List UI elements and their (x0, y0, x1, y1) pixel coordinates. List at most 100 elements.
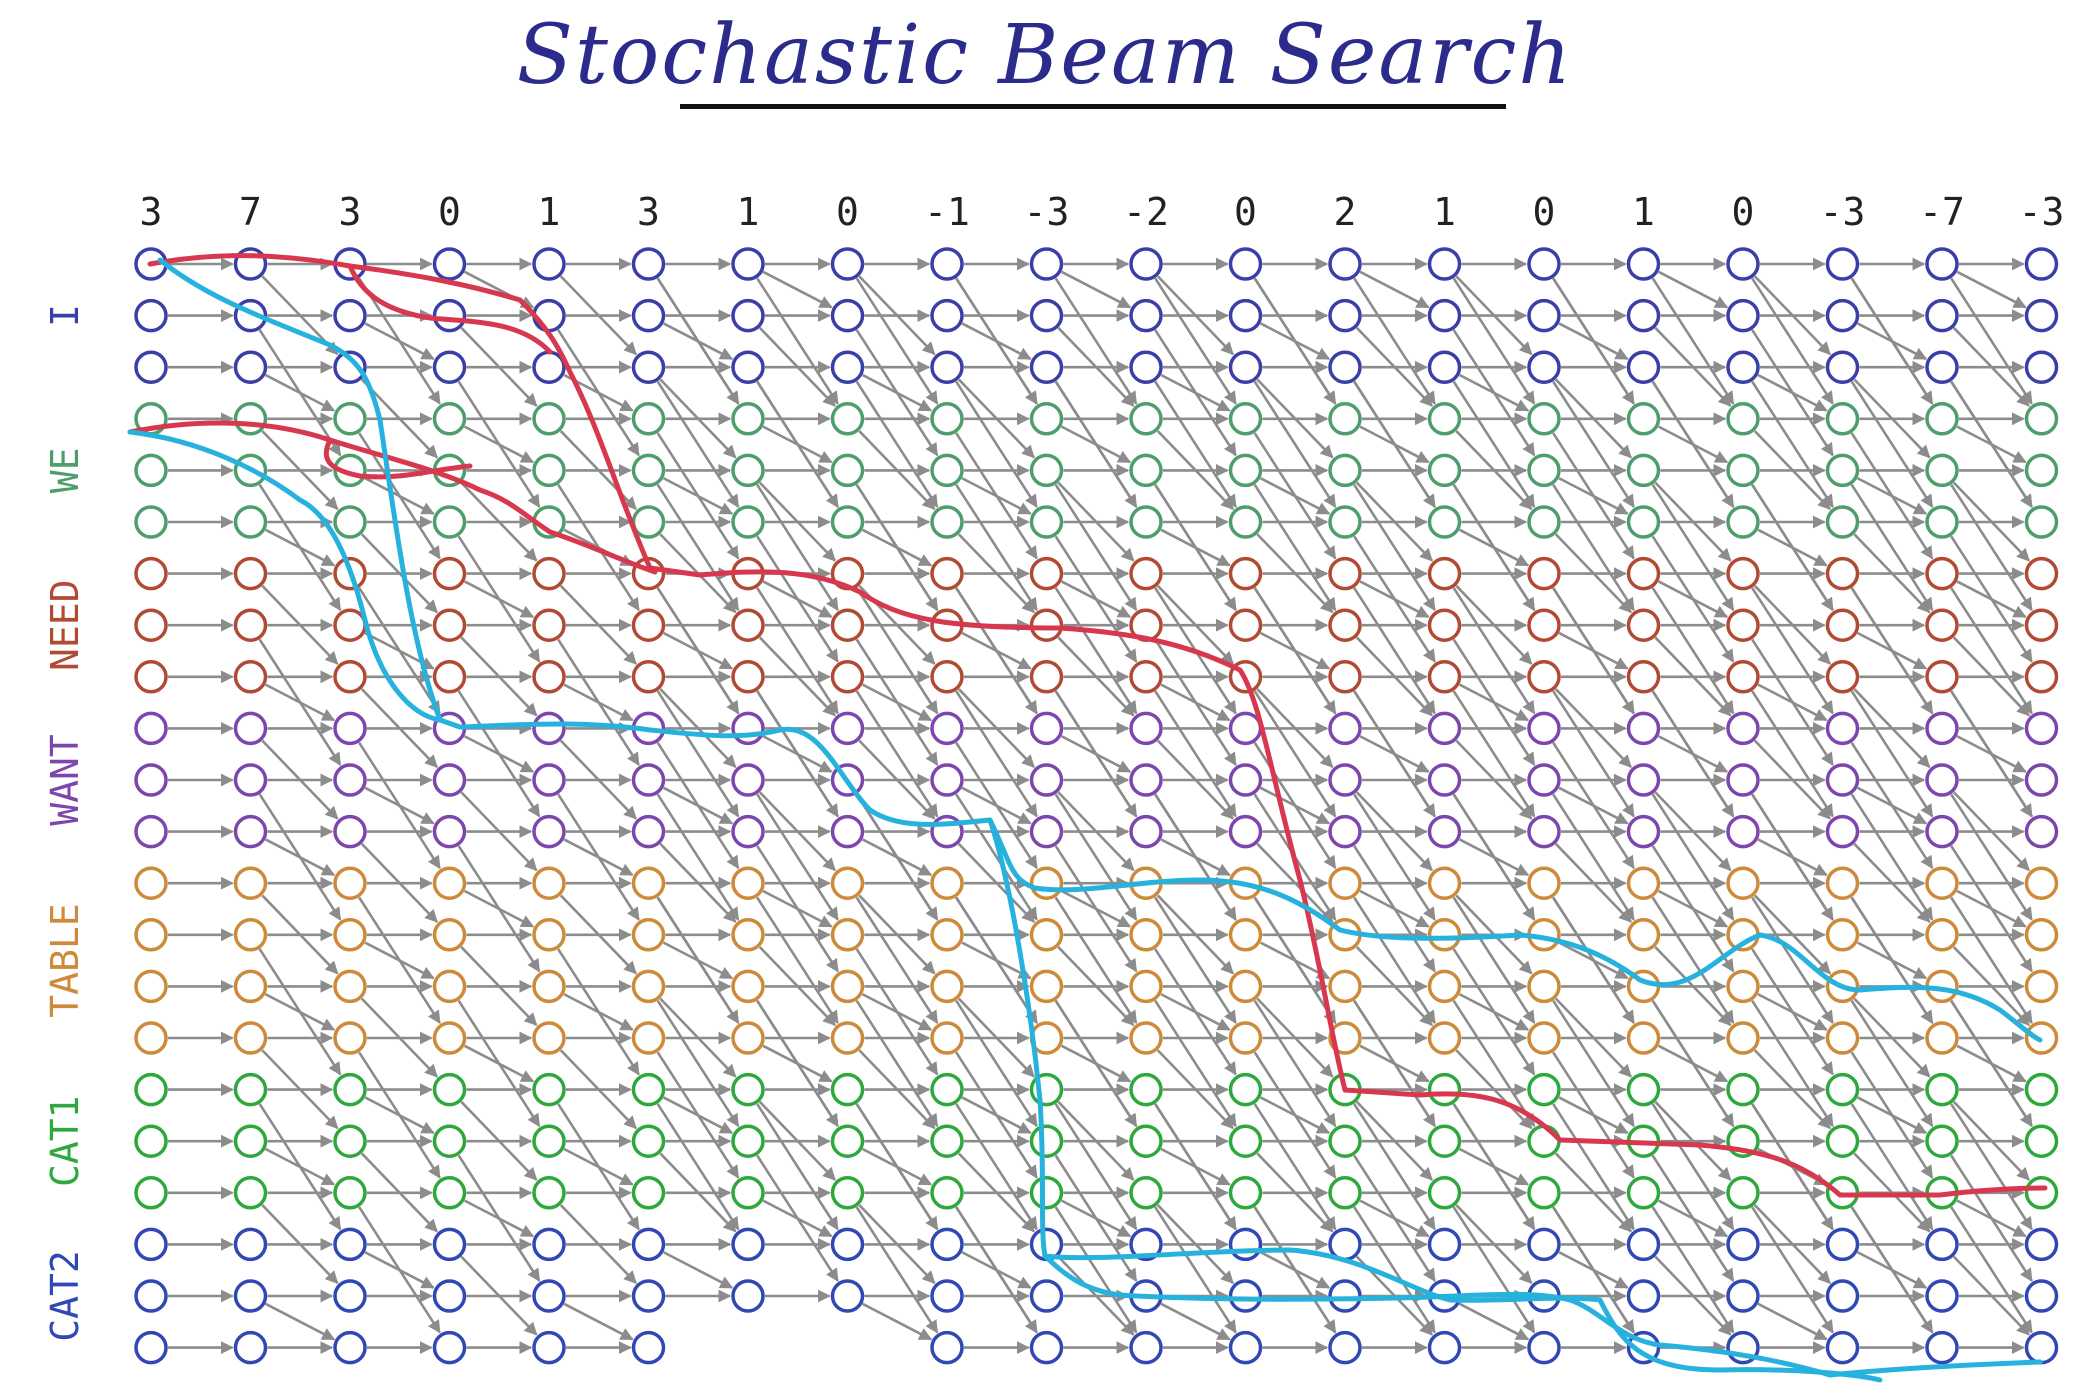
state-group-label: CAT1 (43, 1095, 87, 1187)
state-node (1527, 298, 1561, 333)
state-node (333, 711, 367, 746)
transition-arrow (1259, 941, 1331, 980)
transition-arrow (756, 1103, 839, 1231)
state-node (432, 918, 467, 952)
transition-arrow (1657, 580, 1729, 619)
state-node (333, 350, 367, 384)
state-node (1129, 711, 1163, 746)
state-node (1527, 1330, 1561, 1365)
state-node (532, 350, 566, 384)
transition-arrow (1154, 690, 1237, 818)
state-node (333, 1330, 367, 1365)
state-node (532, 1176, 566, 1210)
state-node (1925, 918, 1959, 952)
state-node (2024, 711, 2059, 746)
state-node (432, 814, 467, 849)
state-node (731, 1021, 765, 1055)
state-node (432, 763, 467, 797)
state-node (1726, 814, 1760, 849)
transition-arrow (1558, 477, 1629, 515)
state-node (930, 1124, 964, 1158)
state-node (2024, 1072, 2059, 1107)
score-label: 7 (239, 190, 262, 234)
state-node (1228, 247, 1263, 281)
state-node (830, 298, 865, 333)
state-node (1328, 660, 1362, 694)
beam-path-blue-4 (1042, 1253, 2043, 1378)
state-node (1626, 1227, 1661, 1262)
state-node (1129, 350, 1163, 384)
state-node (333, 608, 367, 642)
transition-arrow (656, 1103, 740, 1231)
score-label: 1 (737, 190, 760, 234)
state-node (930, 505, 964, 539)
transition-arrow (1751, 1206, 1834, 1334)
state-node (1328, 556, 1362, 591)
score-label: 3 (339, 190, 362, 234)
state-node (1527, 1227, 1561, 1262)
transition-arrow (1552, 483, 1635, 612)
transition-arrow (756, 793, 839, 921)
transition-arrow (463, 1199, 535, 1238)
transition-arrow (1850, 1103, 1934, 1231)
score-label: 3 (637, 190, 660, 234)
state-node (1527, 453, 1561, 488)
transition-arrow (1452, 690, 1536, 818)
state-node (1029, 608, 1064, 642)
transition-arrow (1950, 793, 2033, 921)
transition-arrow (463, 580, 535, 619)
score-label: 0 (1234, 190, 1257, 234)
state-group-label: WE (43, 448, 87, 494)
state-node (233, 1330, 268, 1365)
state-node (930, 763, 964, 797)
transition-arrow (1950, 587, 2033, 715)
state-node (631, 969, 666, 1004)
state-node (731, 969, 765, 1004)
state-node (432, 1330, 467, 1365)
score-label: 0 (1533, 190, 1556, 234)
transition-arrow (1856, 1251, 1928, 1289)
state-node (532, 1124, 566, 1158)
transition-arrow (762, 1044, 833, 1083)
state-node (333, 1279, 367, 1313)
state-node (731, 1124, 765, 1158)
state-node (1726, 1072, 1760, 1107)
beam-paths (127, 253, 2048, 1198)
transition-arrow (1060, 889, 1132, 928)
state-node (532, 402, 566, 436)
state-node (134, 1072, 168, 1107)
transition-arrow (955, 1103, 1038, 1231)
transition-arrow (264, 528, 336, 567)
state-node (1626, 402, 1661, 436)
state-node (134, 1330, 168, 1365)
transition-arrow (762, 735, 833, 773)
state-node (1527, 866, 1561, 900)
score-label: 1 (1433, 190, 1456, 234)
transition-arrow (1757, 683, 1828, 722)
state-node (631, 660, 666, 694)
beam-path-red-2 (127, 420, 658, 575)
beam-paths-blue (127, 257, 2043, 1383)
state-node (1228, 402, 1263, 436)
state-node (2024, 1176, 2059, 1210)
transition-arrow (955, 793, 1038, 921)
state-node (233, 505, 268, 539)
state-node (134, 763, 168, 797)
column-scores: 3 7 3 0 1 3 1 0 -1 -3 -2 0 2 1 0 1 0 -3 -7 -3 (140, 190, 2065, 234)
transition-arrow (1657, 425, 1729, 464)
state-node (1726, 866, 1760, 900)
transition-arrow (861, 683, 933, 722)
state-node (1726, 763, 1760, 797)
state-node (1527, 1176, 1561, 1210)
transition-arrow (656, 793, 740, 921)
state-node (1825, 453, 1860, 488)
transition-arrow (762, 889, 833, 928)
state-node (532, 814, 566, 849)
state-node (2024, 556, 2059, 591)
transition-arrow (1856, 941, 1928, 980)
state-node (930, 1021, 964, 1055)
transition-arrow (1054, 483, 1138, 612)
state-node (432, 402, 467, 436)
transition-arrow (762, 425, 833, 464)
transition-arrow (1552, 380, 1635, 508)
